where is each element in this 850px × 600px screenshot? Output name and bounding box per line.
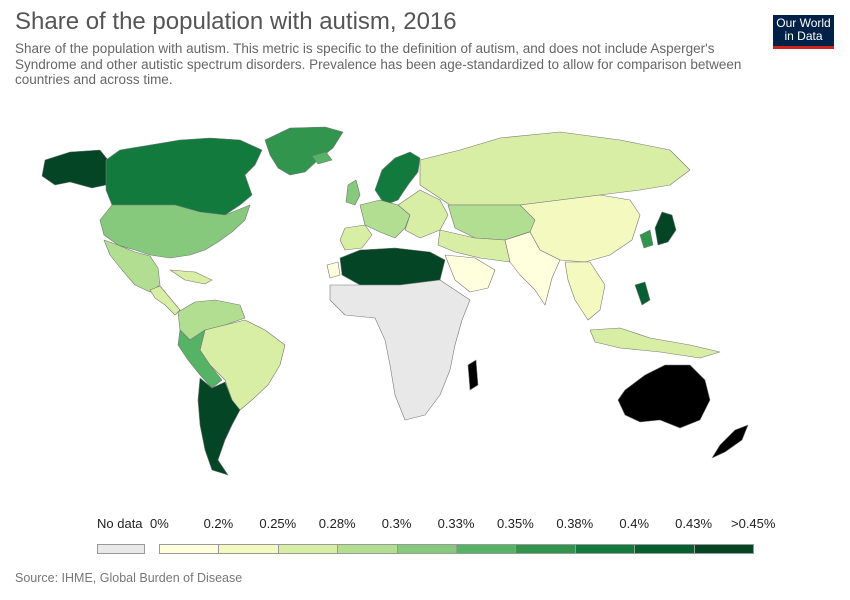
- legend-no-data-swatch[interactable]: [97, 544, 145, 554]
- map-region-brazil[interactable]: [199, 319, 286, 411]
- source-note: Source: IHME, Global Burden of Disease: [15, 571, 243, 585]
- map-region-united-kingdom[interactable]: [345, 179, 361, 206]
- legend-label: 0.38%: [556, 516, 594, 531]
- map-region-madagascar[interactable]: [467, 359, 479, 391]
- logo-line-1: Our World: [776, 16, 831, 30]
- legend-label: 0.35%: [496, 516, 534, 531]
- map-region-russia[interactable]: [419, 131, 691, 206]
- map-region-new-zealand[interactable]: [711, 424, 749, 459]
- map-region-iberia[interactable]: [339, 224, 373, 251]
- legend-swatch[interactable]: [396, 544, 457, 554]
- legend-no-data-label: No data: [97, 516, 143, 531]
- map-region-middle-east[interactable]: [437, 229, 511, 263]
- legend-swatch[interactable]: [277, 544, 339, 554]
- map-region-united-states[interactable]: [99, 204, 251, 259]
- legend-label: 0.28%: [318, 516, 356, 531]
- legend-swatch[interactable]: [515, 544, 576, 554]
- legend-label: 0%: [150, 516, 169, 531]
- map-region-japan[interactable]: [654, 211, 677, 246]
- legend-label: 0.25%: [259, 516, 297, 531]
- legend-swatch[interactable]: [574, 544, 636, 554]
- map-region-argentina-chile[interactable]: [197, 377, 241, 476]
- legend-swatch[interactable]: [693, 544, 754, 554]
- legend-label: 0.4%: [619, 516, 650, 531]
- map-region-scandinavia[interactable]: [374, 151, 421, 206]
- map-region-north-africa[interactable]: [339, 247, 446, 286]
- map-region-australia[interactable]: [617, 364, 711, 429]
- page-title: Share of the population with autism, 201…: [15, 8, 457, 35]
- legend-swatch[interactable]: [337, 544, 398, 554]
- map-region-caribbean[interactable]: [169, 269, 213, 285]
- map-region-western-europe[interactable]: [359, 199, 411, 239]
- map-region-philippines[interactable]: [634, 281, 651, 306]
- owid-logo[interactable]: Our World in Data: [773, 15, 834, 49]
- map-region-alaska[interactable]: [41, 149, 109, 189]
- map-region-southeast-asia[interactable]: [564, 261, 606, 321]
- legend-label: 0.3%: [381, 516, 412, 531]
- map-region-south-asia[interactable]: [504, 231, 561, 306]
- map-region-central-america[interactable]: [149, 285, 181, 316]
- world-map: [41, 126, 749, 476]
- map-region-canada[interactable]: [105, 137, 263, 216]
- map-region-western-sahara[interactable]: [326, 261, 341, 279]
- legend-label: 0.43%: [675, 516, 713, 531]
- legend-label: 0.2%: [203, 516, 234, 531]
- map-region-indonesia[interactable]: [589, 327, 721, 359]
- map-region-peru-bolivia[interactable]: [177, 329, 223, 389]
- legend: No data 0% 0.2% 0.25% 0.28% 0.3% 0.33% 0.35% 0.…: [0, 510, 850, 560]
- map-region-arabian-peninsula[interactable]: [444, 254, 496, 293]
- legend-swatch[interactable]: [159, 544, 220, 554]
- map-region-mexico[interactable]: [103, 239, 161, 293]
- legend-label: >0.45%: [731, 516, 776, 531]
- legend-swatch[interactable]: [218, 544, 279, 554]
- logo-line-2: in Data: [784, 29, 823, 43]
- map-region-south-korea[interactable]: [639, 229, 654, 249]
- page-subtitle: Share of the population with autism. Thi…: [15, 41, 742, 87]
- map-region-greenland[interactable]: [264, 126, 344, 176]
- map-region-sub-saharan-africa[interactable]: [329, 279, 471, 421]
- legend-swatch[interactable]: [634, 544, 695, 554]
- legend-label: 0.33%: [437, 516, 475, 531]
- legend-swatch[interactable]: [456, 544, 517, 554]
- map-region-iceland[interactable]: [311, 151, 333, 165]
